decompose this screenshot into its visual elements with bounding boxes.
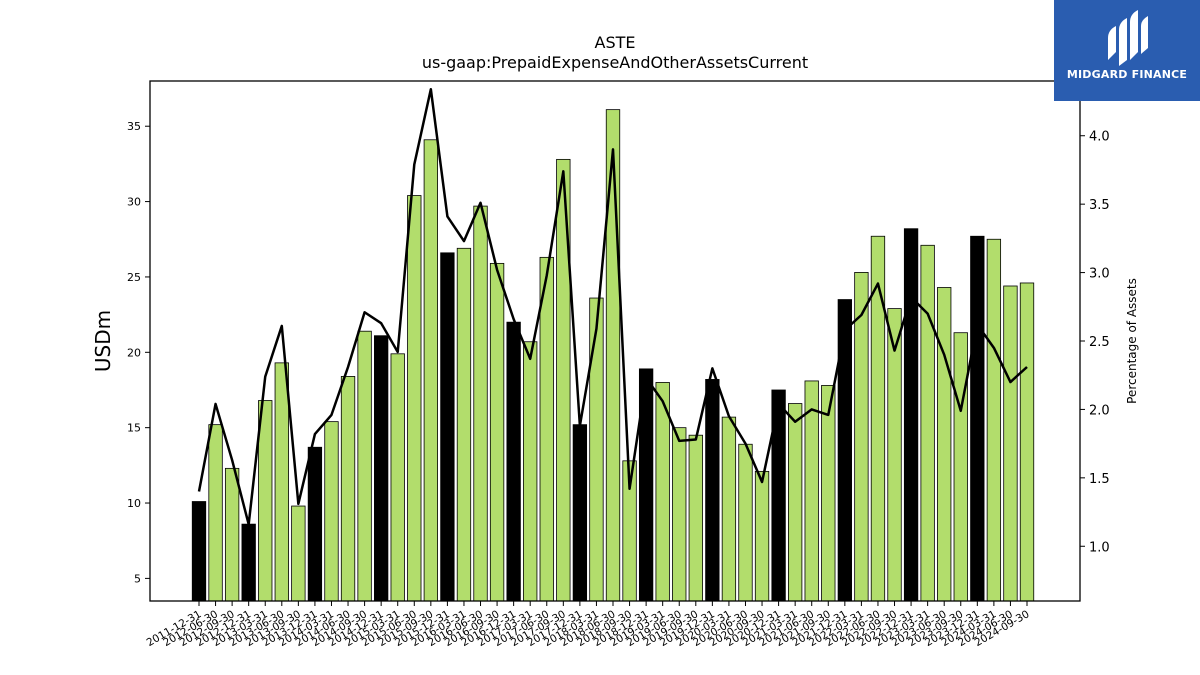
bar [374,335,389,602]
bar [903,228,919,602]
bar [754,470,770,602]
bar [224,467,240,602]
bar [241,523,256,602]
y2-tick-label: 3.0 [1089,267,1110,282]
y-tick-label: 5 [134,572,141,585]
logo: MIDGARD FINANCE [1054,0,1200,101]
midgard-logo-icon [1108,10,1148,66]
bar [357,330,372,602]
bar-series [191,109,1035,602]
bar [390,353,405,602]
bar [523,341,538,602]
bar [821,385,836,602]
bar [937,287,952,602]
bar [423,139,438,602]
y2-axis-label: Percentage of Assets [1125,278,1139,404]
bar [721,416,737,602]
bar [456,247,472,602]
bar [473,205,488,602]
chart-subtitle: us-gaap:PrepaidExpenseAndOtherAssetsCurr… [422,53,808,72]
y-tick-label: 25 [127,271,141,284]
bar [1003,285,1018,602]
bar [589,297,604,602]
bar [208,424,223,602]
bar [986,238,1002,602]
bar [539,256,554,602]
bar [920,244,935,602]
bar [688,434,703,602]
bar [837,299,852,602]
y-tick-label: 20 [127,346,141,359]
y2-tick-label: 1.0 [1089,540,1110,555]
bar [605,109,621,602]
bar [340,376,356,602]
percentage-line [197,87,1028,526]
bar [324,421,339,602]
bar [506,321,521,602]
bar [705,379,720,602]
bar [258,400,273,602]
y2-tick-label: 1.5 [1089,472,1110,487]
bar [672,427,687,602]
bar [887,308,902,602]
y-tick-label: 30 [127,196,141,209]
y2-tick-label: 3.5 [1089,198,1110,213]
bar [788,403,803,602]
y-tick-label: 35 [127,120,141,133]
y2-tick-label: 4.0 [1089,130,1110,145]
bar [738,443,753,602]
bar [572,424,588,602]
bar [854,272,869,602]
line-series [197,87,1028,526]
y2-tick-label: 2.5 [1089,335,1110,350]
axes: 51015202530351.01.52.02.53.03.54.02011-1… [127,80,1110,649]
bar [440,252,455,602]
y-axis-label: USDm [91,310,115,372]
bar [191,501,207,602]
y-tick-label: 10 [127,497,141,510]
bar [970,235,985,602]
y2-tick-label: 2.0 [1089,403,1110,418]
logo-text: MIDGARD FINANCE [1066,68,1188,81]
chart-title: ASTE [595,33,636,52]
y-tick-label: 15 [127,422,141,435]
bar [953,332,968,602]
bar [489,262,505,602]
bar [274,362,289,602]
bar [1019,282,1035,602]
bar [307,446,323,602]
bar [407,195,422,602]
bar [291,505,306,602]
